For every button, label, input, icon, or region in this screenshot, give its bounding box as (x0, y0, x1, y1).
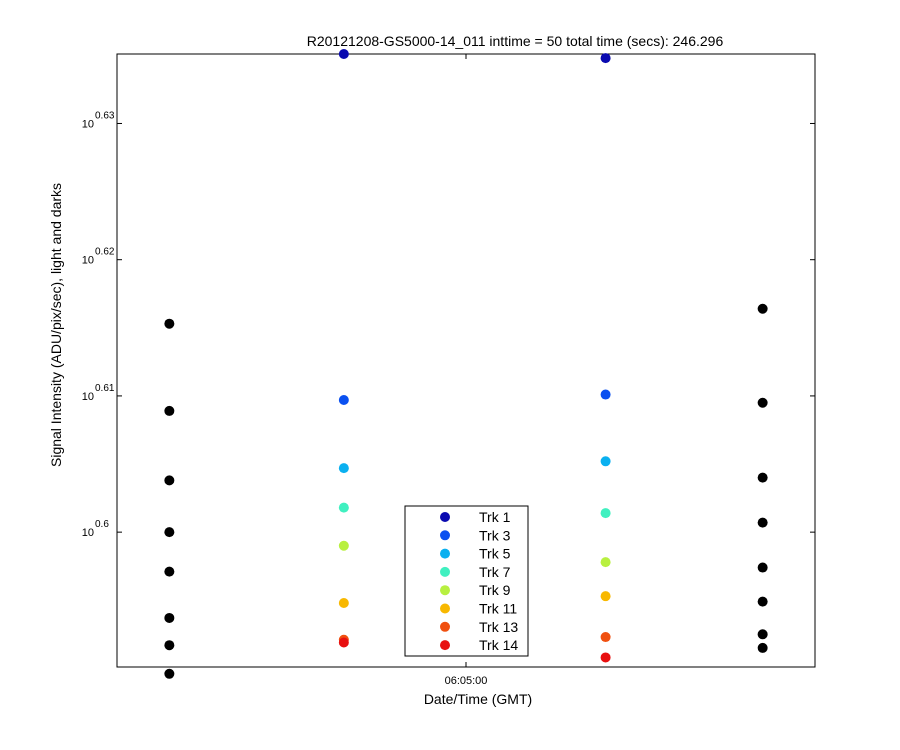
y-tick-exponent: 0.6 (95, 519, 109, 530)
legend-entry-label: Trk 3 (479, 527, 511, 543)
series-point (338, 502, 349, 513)
dark-point (757, 397, 768, 408)
dark-point (164, 640, 175, 651)
x-axis-label: Date/Time (GMT) (424, 691, 532, 707)
series-point (338, 463, 349, 474)
dark-point (757, 629, 768, 640)
legend-marker (440, 530, 450, 541)
y-axis-label: Signal Intensity (ADU/pix/sec), light an… (48, 183, 64, 467)
legend-marker (440, 585, 450, 596)
series-point (600, 557, 611, 568)
dark-point (164, 527, 175, 538)
legend-entry-label: Trk 5 (479, 546, 511, 562)
x-axis-ticks: 06:05:00 (445, 54, 488, 687)
legend-marker (440, 548, 450, 559)
dark-point (164, 405, 175, 416)
series-point (600, 591, 611, 602)
legend-entry-label: Trk 14 (479, 637, 518, 653)
series-point (338, 597, 349, 608)
dark-point (757, 562, 768, 573)
legend-box (404, 505, 529, 657)
legend-entry-label: Trk 7 (479, 564, 511, 580)
legend-marker (440, 621, 450, 632)
y-tick-label: 10 (82, 527, 94, 539)
dark-point (757, 642, 768, 653)
series-point (600, 53, 611, 64)
legend-entry-label: Trk 11 (479, 601, 517, 617)
data-points (164, 49, 768, 679)
legend-marker (440, 566, 450, 577)
legend-marker (440, 640, 450, 651)
x-tick-label: 06:05:00 (445, 675, 488, 687)
y-tick-label: 10 (82, 118, 94, 130)
dark-point (164, 475, 175, 486)
legend-entry-label: Trk 13 (479, 619, 518, 635)
legend-entry-label: Trk 1 (479, 509, 511, 525)
y-tick-label: 10 (82, 255, 94, 267)
series-point (600, 456, 611, 467)
series-point (338, 637, 349, 648)
y-tick-exponent: 0.62 (95, 247, 115, 258)
legend-marker (440, 603, 450, 614)
dark-point (757, 596, 768, 607)
chart-title: R20121208-GS5000-14_011 inttime = 50 tot… (307, 33, 724, 49)
legend: Trk 1 Trk 3 Trk 5 Trk 7 Trk 9 Trk 11 Trk 13 Trk… (404, 505, 529, 657)
dark-point (164, 612, 175, 623)
series-point (338, 540, 349, 551)
y-tick-exponent: 0.63 (95, 110, 115, 121)
series-point (338, 395, 349, 406)
legend-entry-label: Trk 9 (479, 582, 511, 598)
series-point (338, 49, 349, 59)
dark-point (757, 472, 768, 483)
series-point (600, 652, 611, 663)
legend-marker (440, 512, 450, 522)
y-tick-exponent: 0.61 (95, 383, 115, 394)
dark-point (164, 566, 175, 577)
series-point (600, 389, 611, 400)
dark-point (164, 668, 175, 679)
dark-point (757, 303, 768, 314)
y-tick-label: 10 (82, 391, 94, 403)
dark-point (164, 318, 175, 329)
series-point (600, 508, 611, 519)
dark-point (757, 517, 768, 528)
series-point (600, 632, 611, 643)
